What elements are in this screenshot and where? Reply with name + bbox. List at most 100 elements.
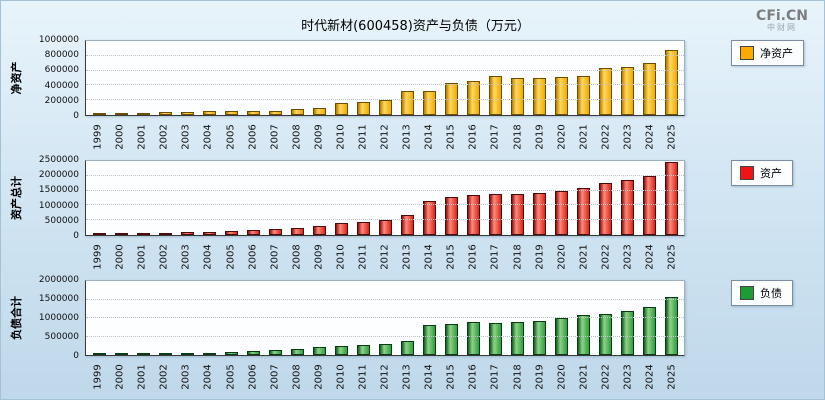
y-tick-label: 400000 [44, 80, 79, 91]
x-tick: 2004 [197, 116, 219, 157]
bar-2005 [224, 352, 238, 355]
x-tick-label: 2002 [158, 243, 170, 270]
y-tick-label: 500000 [44, 215, 79, 226]
bar-2016 [466, 322, 480, 355]
bar-slot [198, 281, 220, 355]
legend-column: 资产 [685, 160, 824, 186]
bar-slot [330, 281, 352, 355]
bar-slot [132, 161, 154, 235]
x-tick: 2024 [639, 356, 661, 397]
x-tick: 2010 [330, 356, 352, 397]
bar-slot [462, 281, 484, 355]
x-labels: 1999 2000 2001 2002 2003 2004 2005 2006 2007 2008… [85, 356, 685, 397]
bar-2001 [136, 353, 150, 355]
y-axis: 0 500000 1000000 1500000 2000000 [23, 275, 85, 361]
bar-slot [550, 281, 572, 355]
bar-2003 [180, 232, 194, 235]
x-tick-label: 2006 [247, 363, 259, 390]
bar-2019 [532, 78, 546, 115]
plot-column: 1999 2000 2001 2002 2003 2004 2005 2006 2007 2008… [85, 280, 685, 397]
bar-slot [484, 161, 506, 235]
chart-total-liabilities: 负债合计 0 500000 1000000 1500000 2000000 1999 20… [7, 275, 824, 397]
y-tick-label: 2500000 [38, 155, 79, 165]
x-tick: 1999 [87, 236, 109, 277]
gridline [86, 317, 684, 318]
bar-2007 [268, 229, 282, 235]
bar-slot [440, 41, 462, 115]
y-tick-label: 200000 [44, 95, 79, 106]
bar-2023 [620, 310, 634, 355]
bar-2008 [290, 227, 304, 235]
bar-slot [176, 161, 198, 235]
bar-2000 [114, 233, 128, 235]
bar-2009 [312, 226, 326, 235]
x-tick: 2003 [175, 236, 197, 277]
bar-slot [242, 41, 264, 115]
x-tick: 2021 [573, 116, 595, 157]
x-tick: 2009 [308, 356, 330, 397]
x-tick: 2016 [462, 116, 484, 157]
bar-2008 [290, 109, 304, 115]
x-tick-label: 2016 [467, 243, 479, 270]
bar-slot [286, 281, 308, 355]
bar-slot [506, 161, 528, 235]
plot-column: 1999 2000 2001 2002 2003 2004 2005 2006 2007 2008… [85, 160, 685, 277]
bar-2024 [642, 63, 656, 115]
x-tick-label: 2000 [114, 243, 126, 270]
x-tick-label: 2006 [247, 123, 259, 150]
bar-slot [264, 41, 286, 115]
x-tick-label: 2021 [578, 363, 590, 390]
bars [88, 281, 682, 355]
x-tick-label: 2003 [180, 123, 192, 150]
x-tick-label: 2025 [666, 123, 678, 150]
bar-slot [352, 161, 374, 235]
x-tick: 2008 [286, 356, 308, 397]
bar-slot [176, 281, 198, 355]
x-tick: 2011 [352, 116, 374, 157]
bar-slot [374, 281, 396, 355]
bar-2006 [246, 351, 260, 355]
x-tick: 2018 [506, 116, 528, 157]
bar-2018 [510, 322, 524, 355]
x-labels: 1999 2000 2001 2002 2003 2004 2005 2006 2007 2008… [85, 116, 685, 157]
gridline [86, 298, 684, 300]
x-tick-label: 2021 [578, 123, 590, 150]
x-tick-label: 2011 [357, 243, 369, 270]
x-tick-label: 2018 [512, 123, 524, 150]
bar-slot [396, 41, 418, 115]
x-tick: 2025 [661, 356, 683, 397]
legend-column: 净资产 [685, 40, 824, 66]
bar-slot [440, 161, 462, 235]
header: 时代新材(600458)资产与负债（万元） CFi.CN 中财网 [7, 7, 824, 37]
y-tick-label: 1000000 [38, 35, 79, 45]
x-tick-label: 2009 [313, 243, 325, 270]
logo-subtext: 中财网 [767, 23, 798, 33]
x-tick-label: 2004 [202, 123, 214, 150]
x-labels: 1999 2000 2001 2002 2003 2004 2005 2006 2007 2008… [85, 236, 685, 277]
x-tick: 2006 [242, 236, 264, 277]
bar-slot [484, 281, 506, 355]
gridline [86, 174, 684, 176]
x-tick-label: 2023 [622, 243, 634, 270]
x-tick-label: 2023 [622, 123, 634, 150]
x-tick: 2003 [175, 116, 197, 157]
y-tick-label: 0 [73, 231, 79, 241]
x-tick-label: 2017 [489, 363, 501, 390]
y-axis-title-text: 负债合计 [10, 296, 23, 340]
x-tick-label: 2021 [578, 243, 590, 270]
bar-2020 [554, 318, 568, 355]
bar-slot [374, 161, 396, 235]
x-tick: 2023 [617, 236, 639, 277]
x-tick: 2025 [661, 236, 683, 277]
bar-2019 [532, 320, 546, 355]
bar-slot [308, 281, 330, 355]
bar-1999 [92, 233, 106, 235]
bar-2014 [422, 90, 436, 115]
x-tick-label: 2019 [534, 123, 546, 150]
x-tick-label: 2014 [423, 123, 435, 150]
x-tick-label: 2024 [644, 243, 656, 270]
plot-area [85, 280, 685, 356]
gridline [86, 54, 684, 56]
x-tick-label: 2003 [180, 243, 192, 270]
bar-slot [572, 41, 594, 115]
